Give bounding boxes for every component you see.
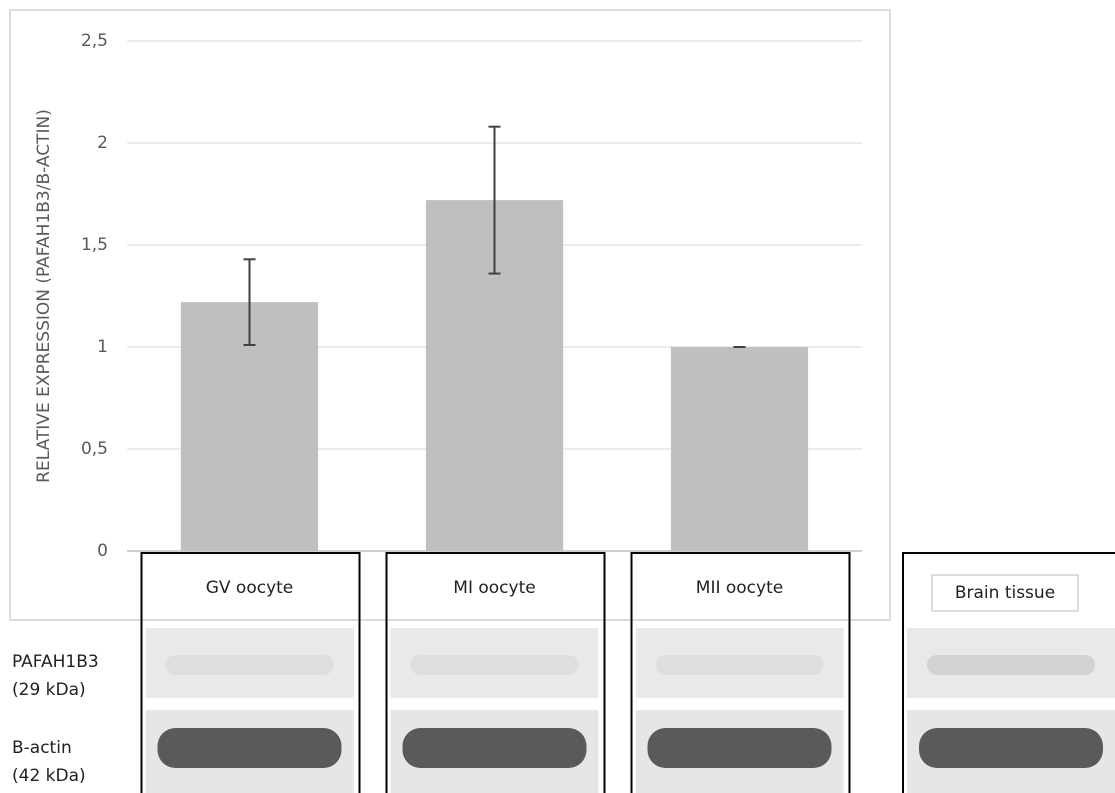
y-tick-label: 2 — [97, 133, 108, 153]
y-tick-label: 1,5 — [81, 235, 108, 255]
x-tick-label: GV oocyte — [206, 578, 294, 598]
y-tick-label: 0 — [97, 541, 108, 561]
blot-band — [403, 728, 587, 768]
blot-band — [656, 655, 824, 675]
blot-band — [927, 655, 1095, 675]
blot-band — [166, 655, 334, 675]
blot-row-name: B-actin — [12, 738, 72, 758]
y-tick-label: 2,5 — [81, 31, 108, 51]
y-tick-label: 0,5 — [81, 439, 108, 459]
blot-band — [648, 728, 832, 768]
blot-row-name: PAFAH1B3 — [12, 652, 99, 672]
y-axis-title: RELATIVE EXPRESSION (PAFAH1B3/B-ACTIN) — [34, 109, 54, 483]
x-tick-label: MII oocyte — [696, 578, 783, 598]
page: {"chart_data": {"type": "bar", "y_label"… — [0, 0, 1115, 793]
brain-label: Brain tissue — [955, 583, 1055, 603]
blot-band — [158, 728, 342, 768]
blot-band — [411, 655, 579, 675]
blot-row-size: (42 kDa) — [12, 766, 86, 786]
figure: RELATIVE EXPRESSION (PAFAH1B3/B-ACTIN) 0… — [0, 0, 1115, 793]
y-tick-label: 1 — [97, 337, 108, 357]
bar — [671, 347, 808, 551]
x-tick-label: MI oocyte — [453, 578, 535, 598]
blot-band — [919, 728, 1103, 768]
blot-row-size: (29 kDa) — [12, 680, 86, 700]
